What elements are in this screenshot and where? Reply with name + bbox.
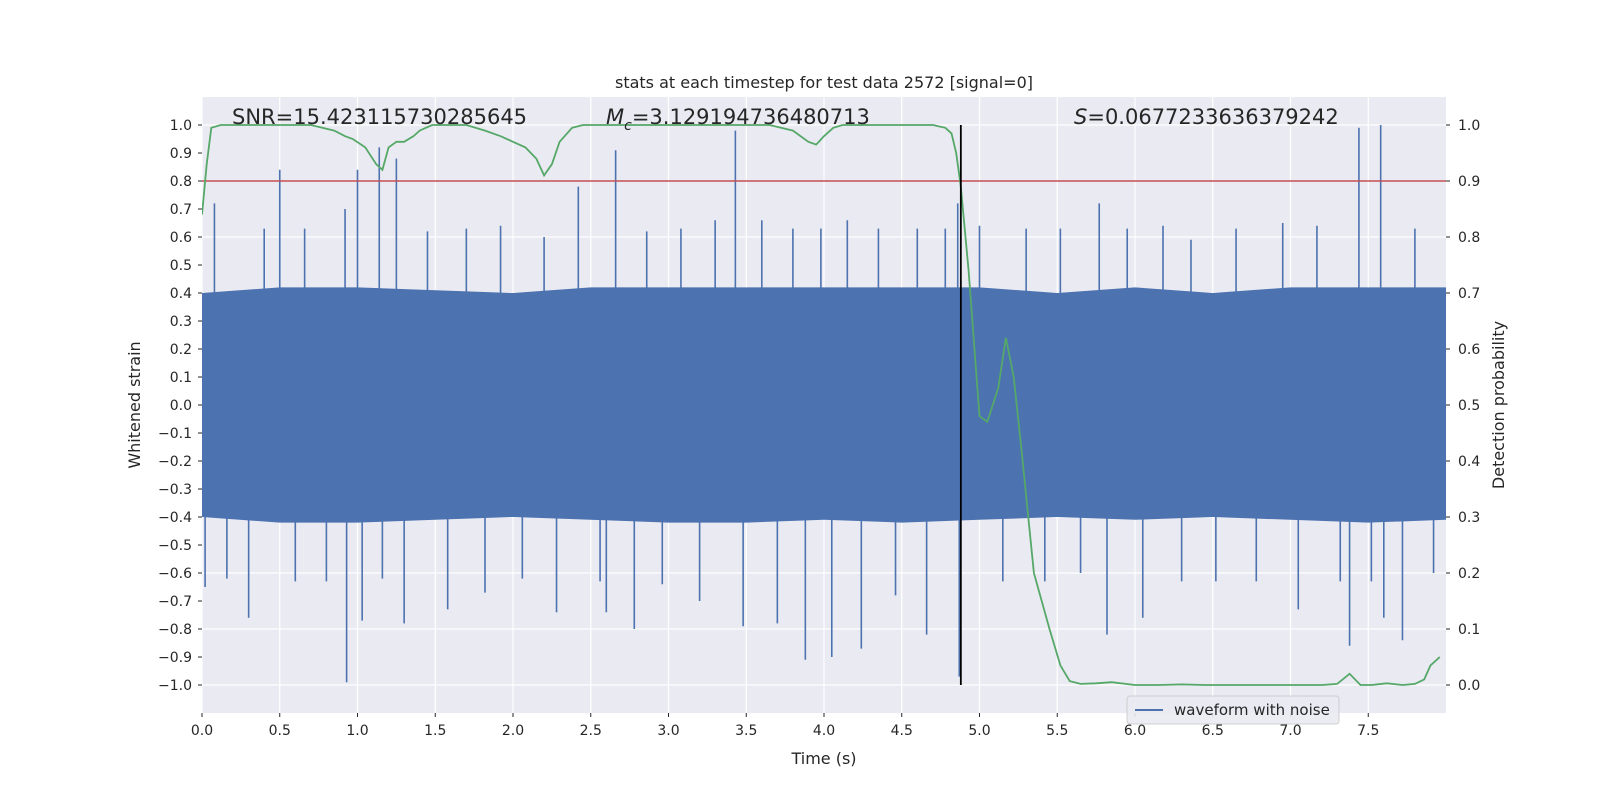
x-tick-label: 0.0 — [191, 723, 213, 739]
chirp-mass-annotation: Mc=3.129194736480713 — [606, 105, 870, 134]
chart-title: stats at each timestep for test data 257… — [615, 73, 1033, 92]
x-tick-label: 3.5 — [735, 723, 757, 739]
y2-tick-label: 0.5 — [1458, 398, 1480, 414]
x-tick-label: 4.5 — [891, 723, 913, 739]
y-tick-label: −0.9 — [158, 650, 192, 666]
y-tick-label: 0.2 — [170, 342, 192, 358]
y2-axis-ticks: 1.0 0.9 0.8 0.7 0.6 0.5 0.4 0.3 0.2 0.1 0.0 — [1446, 118, 1480, 694]
detection-probability-line — [202, 124, 1441, 686]
y-tick-label: 1.0 — [170, 118, 192, 134]
y2-tick-label: 0.2 — [1458, 566, 1480, 582]
y-tick-label: 0.5 — [170, 258, 192, 274]
legend-label: waveform with noise — [1174, 701, 1330, 719]
y-tick-label: −0.8 — [158, 622, 192, 638]
x-tick-label: 5.5 — [1046, 723, 1068, 739]
y-tick-label: 0.7 — [170, 202, 192, 218]
x-tick-label: 1.5 — [424, 723, 446, 739]
s-symbol: S — [1074, 105, 1087, 129]
x-tick-label: 7.0 — [1279, 723, 1301, 739]
y-tick-label: −0.3 — [158, 482, 192, 498]
y-tick-label: −1.0 — [158, 678, 192, 694]
y-tick-label: −0.2 — [158, 454, 192, 470]
legend-box — [1126, 695, 1340, 725]
snr-annotation: SNR=15.423115730285645 — [232, 105, 527, 129]
y-tick-label: −0.4 — [158, 510, 192, 526]
y2-tick-label: 0.8 — [1458, 230, 1480, 246]
y2-tick-label: 0.4 — [1458, 454, 1480, 470]
y-tick-label: 0.4 — [170, 286, 192, 302]
x-tick-label: 3.0 — [657, 723, 679, 739]
x-tick-label: 0.5 — [269, 723, 291, 739]
y-tick-label: 0.3 — [170, 314, 192, 330]
y2-tick-label: 0.3 — [1458, 510, 1480, 526]
y-axis-ticks: 1.0 0.9 0.8 0.7 0.6 0.5 0.4 0.3 0.2 0.1 0.0 −0.1 −0.… — [158, 118, 202, 694]
overlay-series — [202, 124, 1446, 686]
y-tick-label: 0.0 — [170, 398, 192, 414]
y-tick-label: 0.6 — [170, 230, 192, 246]
y2-tick-label: 0.1 — [1458, 622, 1480, 638]
y-tick-label: −0.7 — [158, 594, 192, 610]
waveform-series — [202, 125, 1446, 683]
s-annotation: S=0.0677233636379242 — [1074, 105, 1339, 129]
x-tick-label: 6.5 — [1202, 723, 1224, 739]
x-tick-label: 7.5 — [1357, 723, 1379, 739]
y2-tick-label: 1.0 — [1458, 118, 1480, 134]
y2-tick-label: 0.7 — [1458, 286, 1480, 302]
y2-tick-label: 0.6 — [1458, 342, 1480, 358]
y-tick-label: −0.6 — [158, 566, 192, 582]
y2-tick-label: 0.9 — [1458, 174, 1480, 190]
waveform-band — [202, 287, 1446, 523]
x-tick-label: 1.0 — [346, 723, 368, 739]
x-axis-ticks: 0.0 0.5 1.0 1.5 2.0 2.5 3.0 3.5 4.0 4.5 5.0 5.5 6.0 6… — [191, 713, 1379, 739]
x-tick-label: 5.0 — [968, 723, 990, 739]
x-tick-label: 4.0 — [813, 723, 835, 739]
x-tick-label: 2.5 — [580, 723, 602, 739]
chirp-mass-value: =3.129194736480713 — [632, 105, 870, 129]
y-tick-label: 0.8 — [170, 174, 192, 190]
y-tick-label: 0.1 — [170, 370, 192, 386]
x-tick-label: 2.0 — [502, 723, 524, 739]
y-tick-label: −0.5 — [158, 538, 192, 554]
x-axis-label: Time (s) — [790, 749, 856, 768]
y2-tick-label: 0.0 — [1458, 678, 1480, 694]
legend: waveform with noise — [1126, 695, 1340, 725]
chirp-mass-subscript: c — [624, 118, 632, 134]
y-axis-label: Whitened strain — [125, 341, 144, 468]
s-value: =0.0677233636379242 — [1087, 105, 1338, 129]
x-tick-label: 6.0 — [1124, 723, 1146, 739]
y-tick-label: −0.1 — [158, 426, 192, 442]
y2-axis-label: Detection probability — [1489, 321, 1508, 489]
chirp-mass-symbol: M — [606, 105, 624, 129]
y-tick-label: 0.9 — [170, 146, 192, 162]
